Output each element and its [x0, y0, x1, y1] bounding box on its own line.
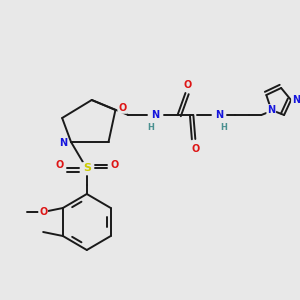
- Text: O: O: [118, 103, 126, 113]
- Text: O: O: [191, 144, 200, 154]
- Text: S: S: [83, 163, 91, 173]
- Text: O: O: [110, 160, 118, 170]
- Text: H: H: [148, 122, 154, 131]
- Text: H: H: [220, 122, 227, 131]
- Text: O: O: [55, 160, 63, 170]
- Text: N: N: [59, 138, 67, 148]
- Text: N: N: [267, 105, 275, 115]
- Text: O: O: [39, 207, 47, 217]
- Text: N: N: [292, 95, 300, 105]
- Text: N: N: [151, 110, 159, 120]
- Text: N: N: [215, 110, 223, 120]
- Text: O: O: [183, 80, 192, 90]
